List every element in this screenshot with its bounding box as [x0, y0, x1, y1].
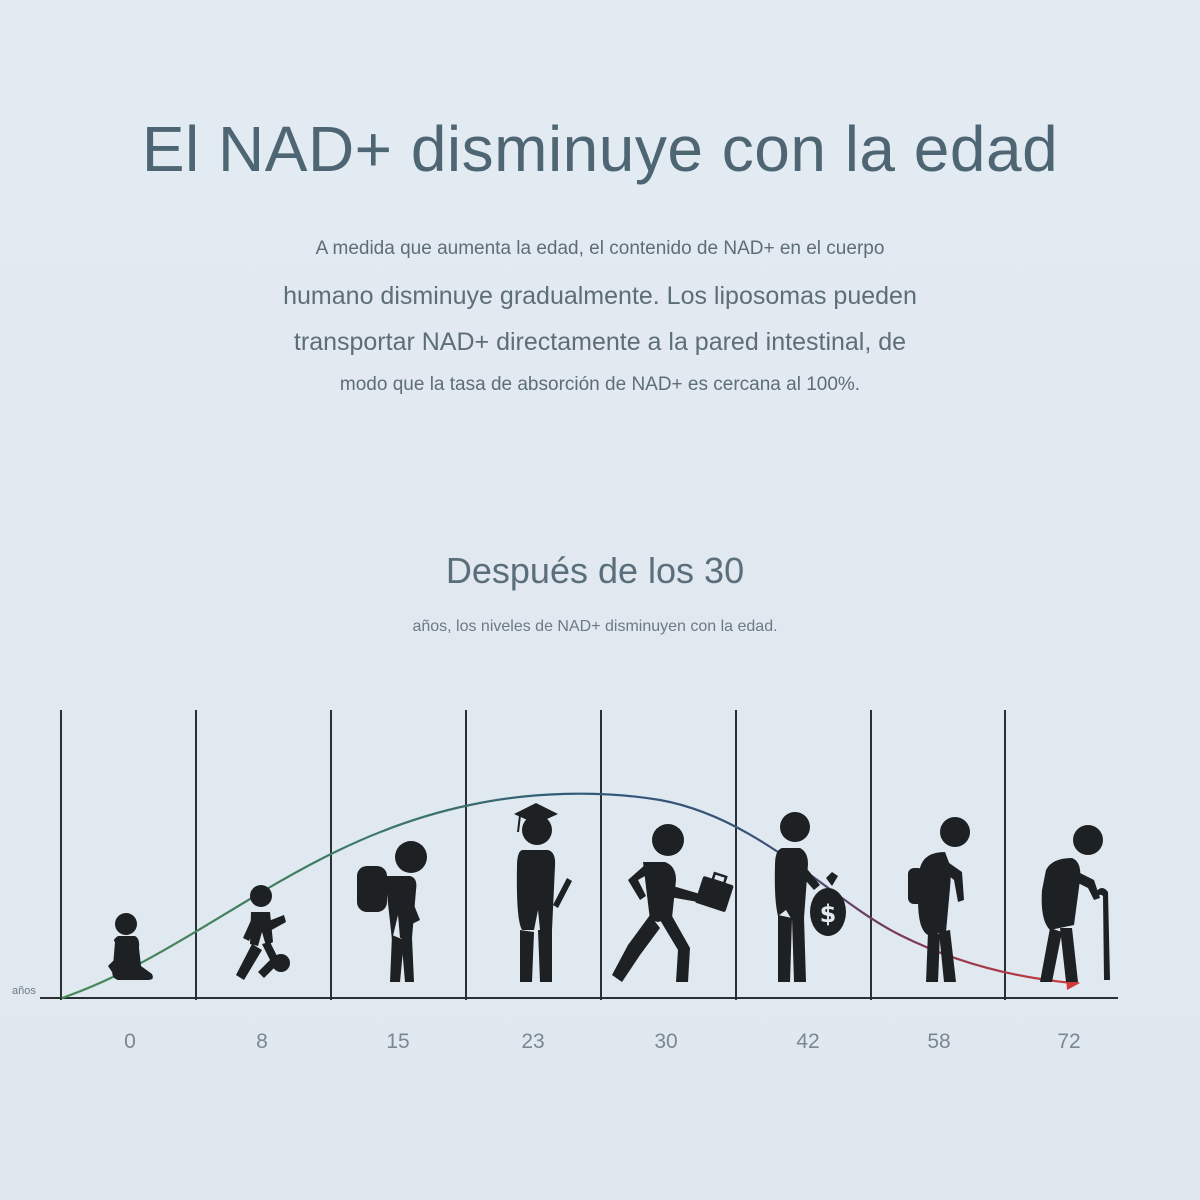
- adult-with-money-bag-icon: $: [774, 812, 846, 982]
- age-label: 42: [796, 1030, 820, 1053]
- elderly-with-cane-icon: [1040, 825, 1110, 982]
- age-label: 15: [386, 1030, 410, 1053]
- age-label: 23: [521, 1030, 545, 1053]
- graduate-icon: [514, 803, 572, 982]
- description-line-2: humano disminuye gradualmente. Los lipos…: [283, 282, 917, 310]
- figure-subtitle: Después de los 30: [445, 550, 745, 591]
- svg-text:$: $: [820, 900, 837, 928]
- age-label: 0: [124, 1030, 136, 1053]
- axis-unit-label: años: [12, 985, 36, 997]
- stage-dividers: [60, 710, 1006, 1000]
- student-with-backpack-icon: [357, 841, 427, 982]
- older-adult-icon: [908, 817, 970, 982]
- age-label: 58: [927, 1030, 951, 1053]
- description-line-3: transportar NAD+ directamente a la pared…: [293, 328, 907, 356]
- baby-icon: [108, 913, 153, 980]
- description-line-4: modo que la tasa de absorción de NAD+ es…: [339, 374, 861, 395]
- page-title: El NAD+ disminuye con la edad: [141, 113, 1059, 185]
- worker-with-briefcase-icon: [612, 824, 734, 982]
- figure-caption: años, los niveles de NAD+ disminuyen con…: [412, 618, 778, 635]
- age-label: 72: [1057, 1030, 1081, 1053]
- description-line-1: A medida que aumenta la edad, el conteni…: [315, 238, 885, 259]
- child-with-ball-icon: [236, 885, 290, 980]
- age-label: 8: [256, 1030, 268, 1053]
- age-label: 30: [654, 1030, 678, 1053]
